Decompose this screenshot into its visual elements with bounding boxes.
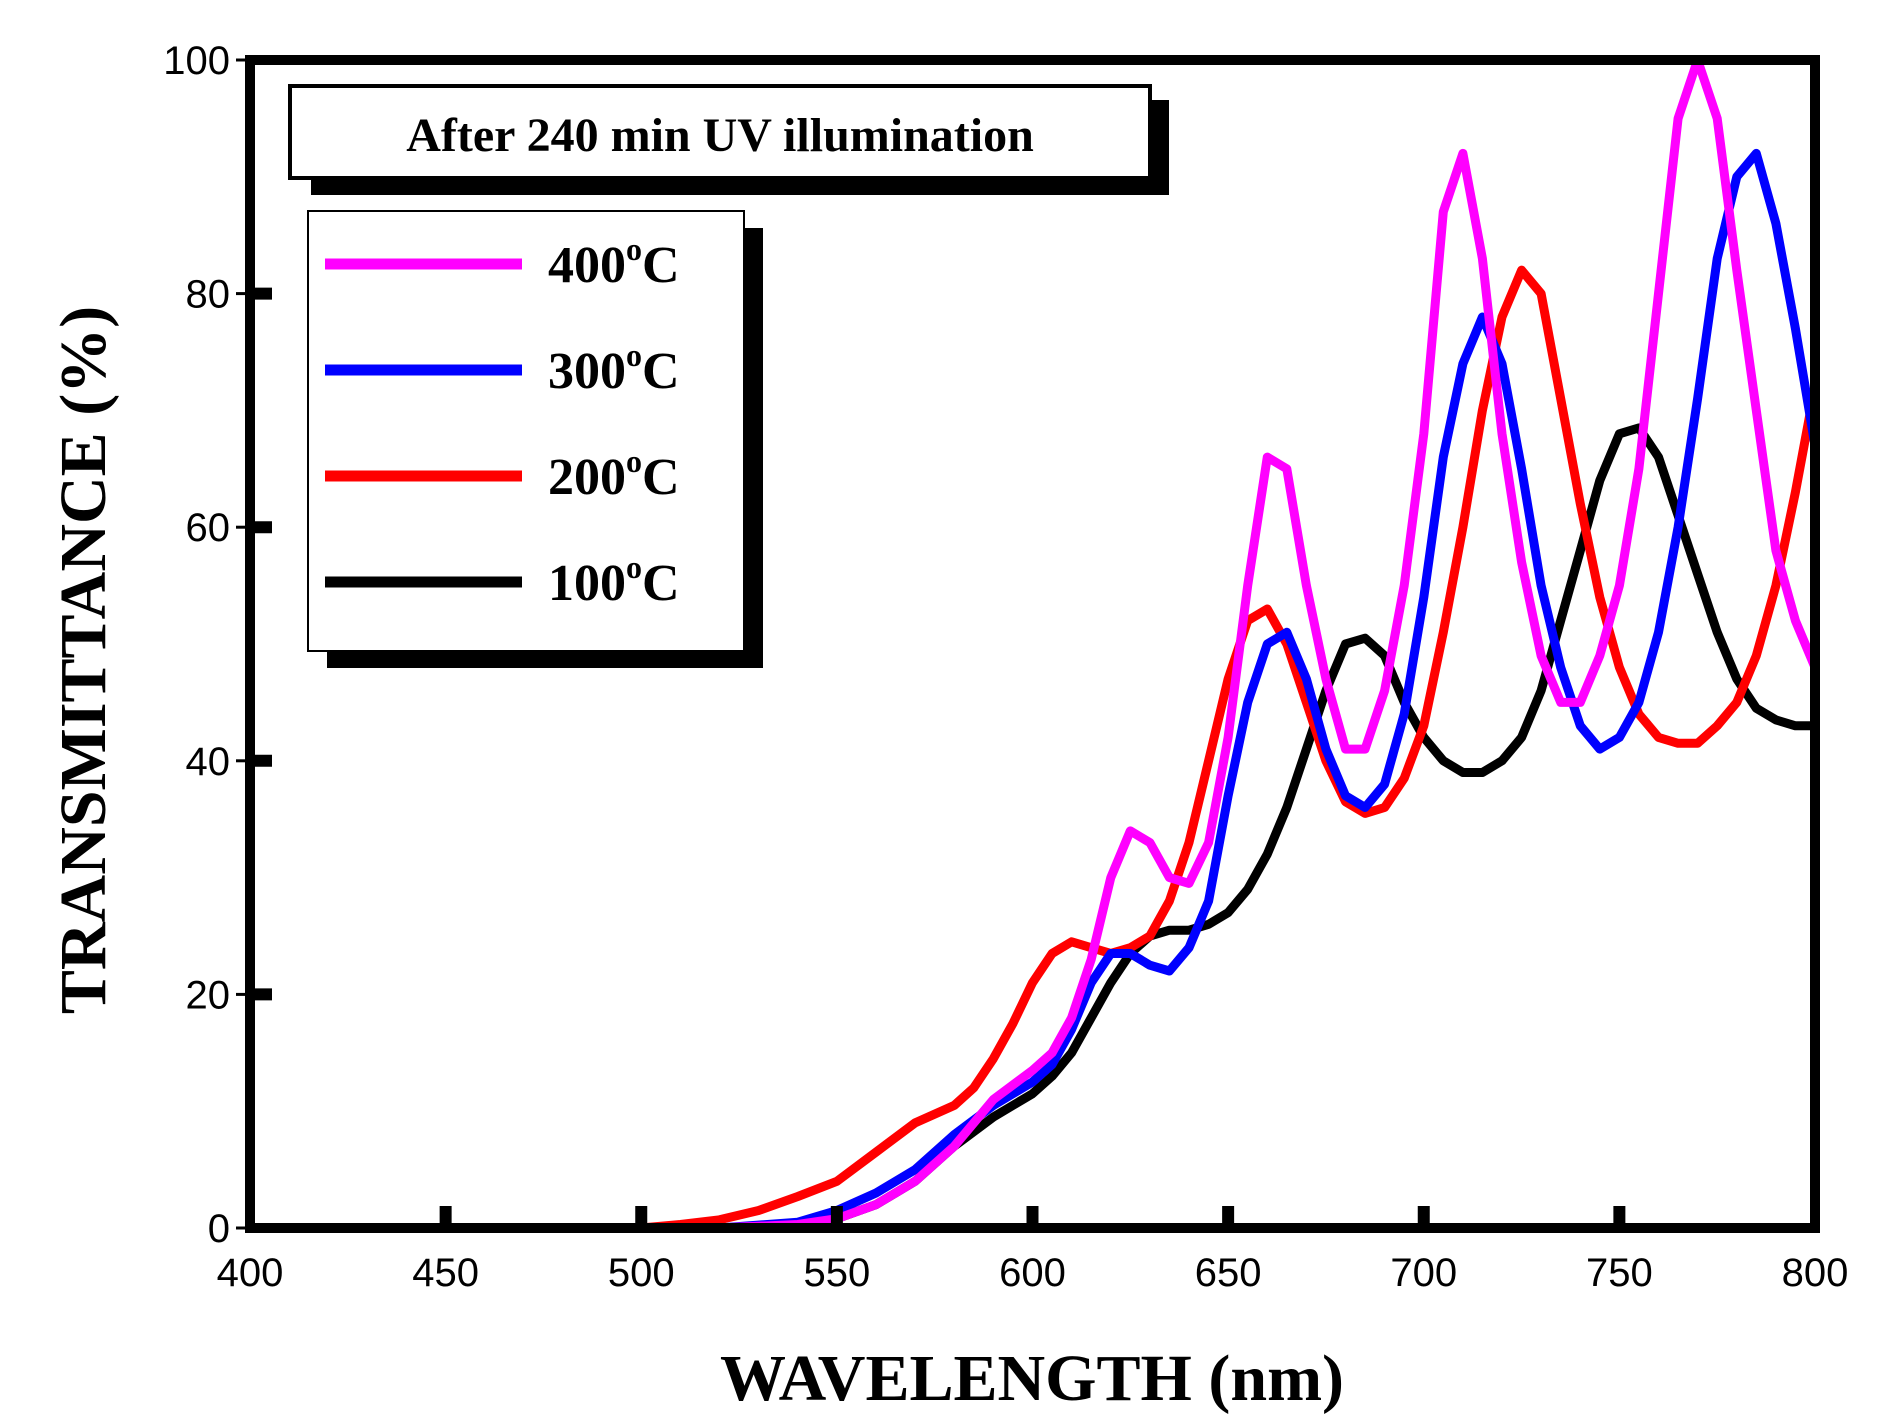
title-box: After 240 min UV illumination bbox=[288, 84, 1169, 195]
series-layer bbox=[245, 55, 1820, 1233]
y-tick-label-40: 40 bbox=[186, 740, 231, 784]
x-tick-label-450: 450 bbox=[412, 1251, 479, 1295]
x-tick-label-500: 500 bbox=[608, 1251, 675, 1295]
legend-label-200: 200oC bbox=[548, 443, 680, 506]
series-line-200 bbox=[245, 265, 1820, 1233]
y-axis-title: TRANSMITTANCE (%) bbox=[47, 306, 120, 1014]
series-line-400 bbox=[245, 55, 1820, 1233]
x-tick-label-800: 800 bbox=[1782, 1251, 1849, 1295]
legend-label-100: 100oC bbox=[548, 549, 680, 612]
x-tick-label-650: 650 bbox=[1195, 1251, 1262, 1295]
x-tick-label-400: 400 bbox=[217, 1251, 284, 1295]
y-tick-label-100: 100 bbox=[163, 39, 230, 83]
y-tick-label-60: 60 bbox=[186, 506, 231, 550]
ticks-layer: 400 450 500 550 600 650 700 750 800 0 20 40 60 80 100 bbox=[163, 39, 1848, 1295]
x-tick-label-750: 750 bbox=[1586, 1251, 1653, 1295]
legend-label-300: 300oC bbox=[548, 337, 680, 400]
legend-label-400: 400oC bbox=[548, 231, 680, 294]
y-tick-label-0: 0 bbox=[208, 1207, 230, 1251]
legend: 400oC 300oC 200oC 100oC bbox=[307, 210, 763, 668]
x-tick-label-550: 550 bbox=[804, 1251, 871, 1295]
x-axis-title: WAVELENGTH (nm) bbox=[720, 1342, 1344, 1415]
title-box-frame bbox=[288, 84, 1152, 180]
x-tick-label-600: 600 bbox=[999, 1251, 1066, 1295]
chart-title: After 240 min UV illumination bbox=[406, 109, 1034, 162]
y-tick-label-80: 80 bbox=[186, 273, 231, 317]
x-tick-label-700: 700 bbox=[1390, 1251, 1457, 1295]
y-tick-label-20: 20 bbox=[186, 973, 231, 1017]
